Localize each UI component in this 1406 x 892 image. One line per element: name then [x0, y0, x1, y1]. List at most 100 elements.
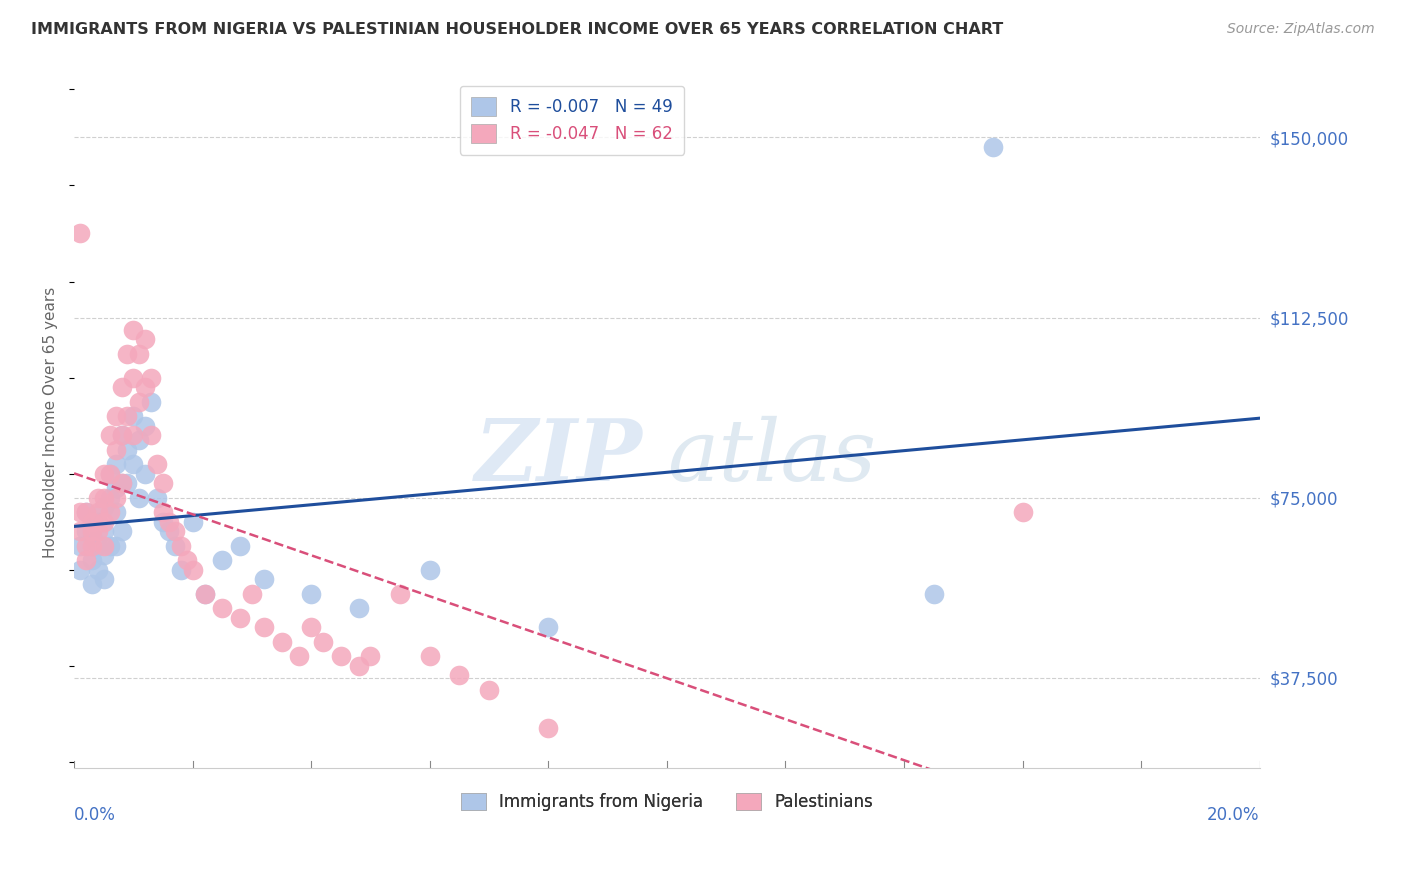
Point: [141, 370, 163, 384]
Point: [299, 587, 322, 601]
Point: [981, 140, 1004, 154]
Point: [122, 457, 145, 471]
Point: [122, 428, 145, 442]
Point: [152, 515, 174, 529]
Point: [87, 515, 110, 529]
Point: [270, 634, 292, 648]
Legend: Immigrants from Nigeria, Palestinians: Immigrants from Nigeria, Palestinians: [454, 787, 880, 818]
Y-axis label: Householder Income Over 65 years: Householder Income Over 65 years: [44, 287, 58, 558]
Point: [128, 433, 150, 447]
Point: [104, 539, 127, 553]
Point: [104, 409, 127, 423]
Point: [122, 409, 145, 423]
Point: [80, 577, 103, 591]
Point: [110, 524, 132, 539]
Point: [128, 346, 150, 360]
Point: [80, 515, 103, 529]
Point: [110, 428, 132, 442]
Point: [419, 563, 441, 577]
Point: [98, 428, 121, 442]
Point: [93, 491, 115, 505]
Point: [1011, 505, 1033, 519]
Point: [134, 332, 156, 346]
Point: [104, 491, 127, 505]
Point: [98, 491, 121, 505]
Point: [93, 539, 115, 553]
Point: [93, 467, 115, 481]
Point: [104, 481, 127, 495]
Point: [75, 505, 97, 519]
Point: [110, 380, 132, 394]
Point: [141, 394, 163, 409]
Point: [69, 539, 91, 553]
Point: [170, 563, 193, 577]
Point: [181, 515, 204, 529]
Point: [134, 380, 156, 394]
Point: [93, 524, 115, 539]
Point: [389, 587, 412, 601]
Point: [537, 721, 560, 735]
Point: [87, 563, 110, 577]
Text: atlas: atlas: [666, 416, 876, 499]
Point: [117, 409, 139, 423]
Point: [152, 505, 174, 519]
Point: [229, 610, 252, 624]
Point: [122, 322, 145, 336]
Point: [288, 648, 311, 663]
Point: [163, 524, 186, 539]
Point: [104, 457, 127, 471]
Point: [87, 539, 110, 553]
Point: [75, 539, 97, 553]
Point: [181, 563, 204, 577]
Point: [122, 370, 145, 384]
Point: [347, 658, 370, 673]
Point: [80, 553, 103, 567]
Point: [128, 394, 150, 409]
Point: [93, 572, 115, 586]
Point: [170, 539, 193, 553]
Point: [69, 227, 91, 241]
Point: [98, 539, 121, 553]
Point: [98, 467, 121, 481]
Point: [93, 548, 115, 562]
Point: [312, 634, 335, 648]
Point: [93, 515, 115, 529]
Point: [117, 346, 139, 360]
Point: [478, 682, 501, 697]
Point: [93, 500, 115, 515]
Point: [299, 620, 322, 634]
Point: [360, 648, 382, 663]
Point: [141, 428, 163, 442]
Point: [146, 491, 169, 505]
Point: [104, 442, 127, 457]
Point: [104, 505, 127, 519]
Point: [922, 587, 945, 601]
Point: [87, 491, 110, 505]
Point: [537, 620, 560, 634]
Point: [98, 505, 121, 519]
Point: [87, 524, 110, 539]
Point: [211, 553, 233, 567]
Point: [240, 587, 263, 601]
Point: [80, 524, 103, 539]
Point: [163, 539, 186, 553]
Point: [69, 563, 91, 577]
Point: [87, 505, 110, 519]
Point: [152, 476, 174, 491]
Point: [134, 418, 156, 433]
Point: [110, 476, 132, 491]
Point: [419, 648, 441, 663]
Point: [75, 553, 97, 567]
Point: [80, 539, 103, 553]
Point: [449, 668, 471, 682]
Text: IMMIGRANTS FROM NIGERIA VS PALESTINIAN HOUSEHOLDER INCOME OVER 65 YEARS CORRELAT: IMMIGRANTS FROM NIGERIA VS PALESTINIAN H…: [31, 22, 1004, 37]
Point: [253, 620, 276, 634]
Point: [69, 524, 91, 539]
Text: 0.0%: 0.0%: [75, 805, 115, 823]
Point: [80, 529, 103, 543]
Point: [128, 491, 150, 505]
Point: [193, 587, 215, 601]
Point: [193, 587, 215, 601]
Point: [75, 505, 97, 519]
Point: [98, 467, 121, 481]
